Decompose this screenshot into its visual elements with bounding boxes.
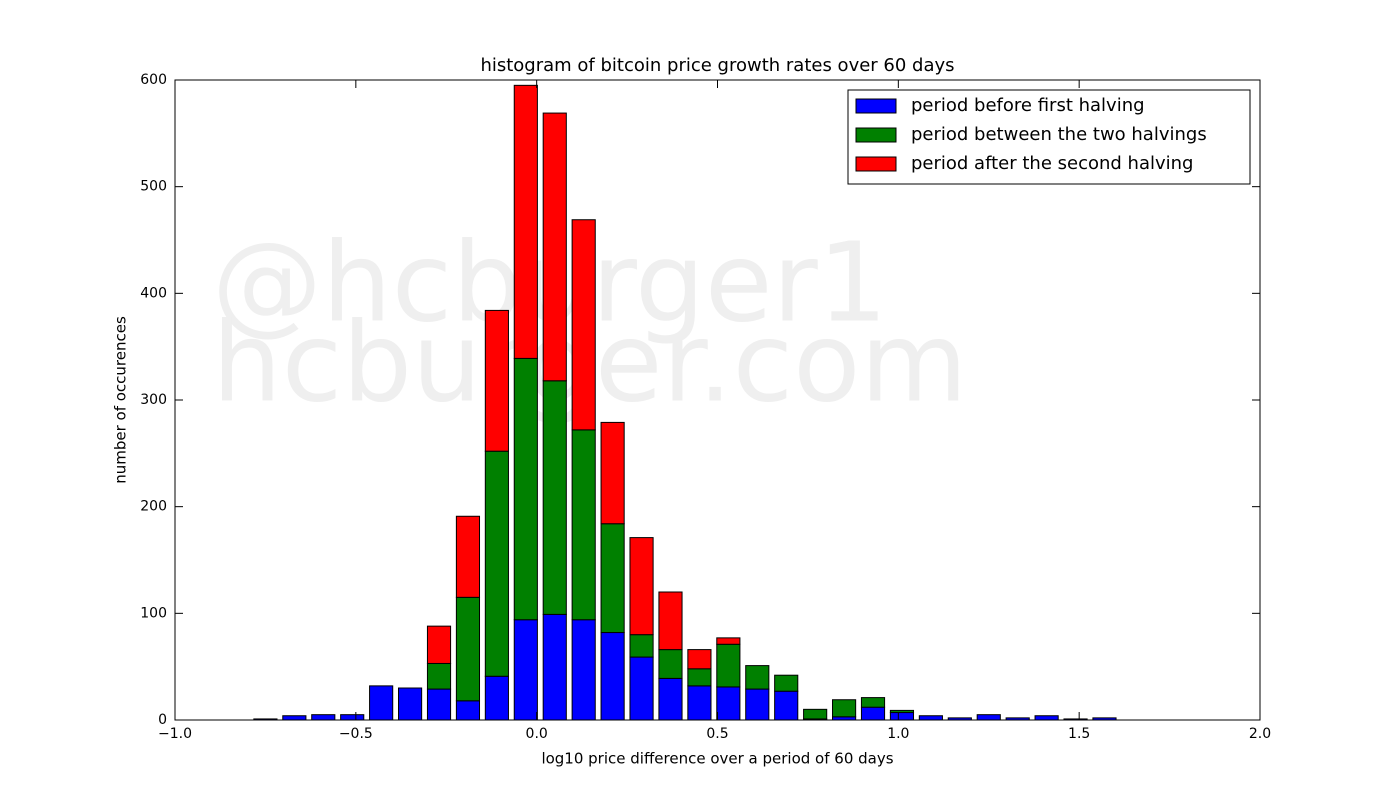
bar bbox=[600, 421, 625, 525]
bar bbox=[571, 219, 596, 431]
bar bbox=[455, 700, 481, 721]
x-tick-label: −1.0 bbox=[158, 726, 192, 742]
legend-label: period before first halving bbox=[911, 95, 1145, 116]
x-axis-label: log10 price difference over a period of … bbox=[541, 750, 893, 768]
bar bbox=[629, 656, 654, 721]
bar bbox=[687, 668, 712, 687]
legend-swatch bbox=[855, 98, 897, 114]
legend-swatch bbox=[855, 156, 897, 172]
bar bbox=[716, 637, 741, 645]
chart-title: histogram of bitcoin price growth rates … bbox=[480, 55, 954, 76]
bar bbox=[398, 687, 423, 721]
bar bbox=[716, 643, 741, 688]
bar bbox=[774, 690, 799, 721]
bar bbox=[745, 665, 770, 690]
bar bbox=[455, 596, 481, 702]
x-tick-label: 1.0 bbox=[887, 726, 909, 742]
bar bbox=[513, 619, 538, 721]
bar bbox=[629, 634, 654, 658]
y-tick-label: 0 bbox=[158, 712, 167, 728]
y-tick-label: 200 bbox=[140, 499, 167, 515]
bar bbox=[976, 714, 1001, 721]
bar bbox=[369, 685, 394, 721]
bar bbox=[687, 685, 712, 721]
bar bbox=[860, 706, 886, 721]
bar bbox=[600, 632, 625, 721]
bar bbox=[658, 591, 683, 651]
bar bbox=[571, 619, 596, 721]
bar bbox=[542, 613, 567, 721]
y-tick-label: 300 bbox=[140, 392, 167, 408]
bar bbox=[918, 715, 943, 721]
bar bbox=[311, 714, 336, 721]
bar bbox=[1034, 715, 1059, 721]
legend-label: period after the second halving bbox=[911, 153, 1193, 174]
bar bbox=[716, 686, 741, 721]
y-tick-label: 500 bbox=[140, 179, 167, 195]
y-axis-label: number of occurences bbox=[112, 316, 130, 484]
bar bbox=[803, 708, 828, 720]
bar bbox=[774, 674, 799, 692]
y-tick-label: 100 bbox=[140, 605, 167, 621]
x-tick-label: 0.5 bbox=[706, 726, 728, 742]
bar bbox=[745, 688, 770, 721]
bar bbox=[484, 450, 509, 677]
x-tick-label: 0.0 bbox=[526, 726, 548, 742]
legend: period before first halving period betwee… bbox=[847, 89, 1251, 185]
bar bbox=[455, 515, 481, 598]
legend-box bbox=[847, 89, 1251, 185]
x-tick-label: −0.5 bbox=[339, 726, 373, 742]
bar bbox=[426, 688, 452, 721]
bar bbox=[513, 357, 538, 621]
legend-label: period between the two halvings bbox=[911, 124, 1207, 145]
bar bbox=[629, 537, 654, 636]
bar bbox=[658, 649, 683, 679]
bar bbox=[889, 712, 915, 721]
bar bbox=[426, 625, 452, 664]
x-tick-label: 2.0 bbox=[1249, 726, 1271, 742]
bar bbox=[860, 697, 886, 708]
bar bbox=[832, 699, 857, 718]
bar bbox=[426, 662, 452, 690]
y-tick-label: 400 bbox=[140, 285, 167, 301]
bar bbox=[687, 649, 712, 670]
bar bbox=[484, 675, 509, 721]
bar bbox=[889, 709, 915, 714]
bar bbox=[542, 112, 567, 382]
bar bbox=[600, 523, 625, 634]
bar bbox=[571, 429, 596, 621]
bar bbox=[513, 84, 538, 359]
bar bbox=[282, 715, 307, 721]
bar bbox=[658, 677, 683, 721]
bar bbox=[542, 380, 567, 615]
x-tick-label: 1.5 bbox=[1068, 726, 1090, 742]
bar bbox=[340, 714, 365, 721]
y-tick-label: 600 bbox=[140, 72, 167, 88]
legend-swatch bbox=[855, 127, 897, 143]
bar bbox=[484, 309, 509, 452]
